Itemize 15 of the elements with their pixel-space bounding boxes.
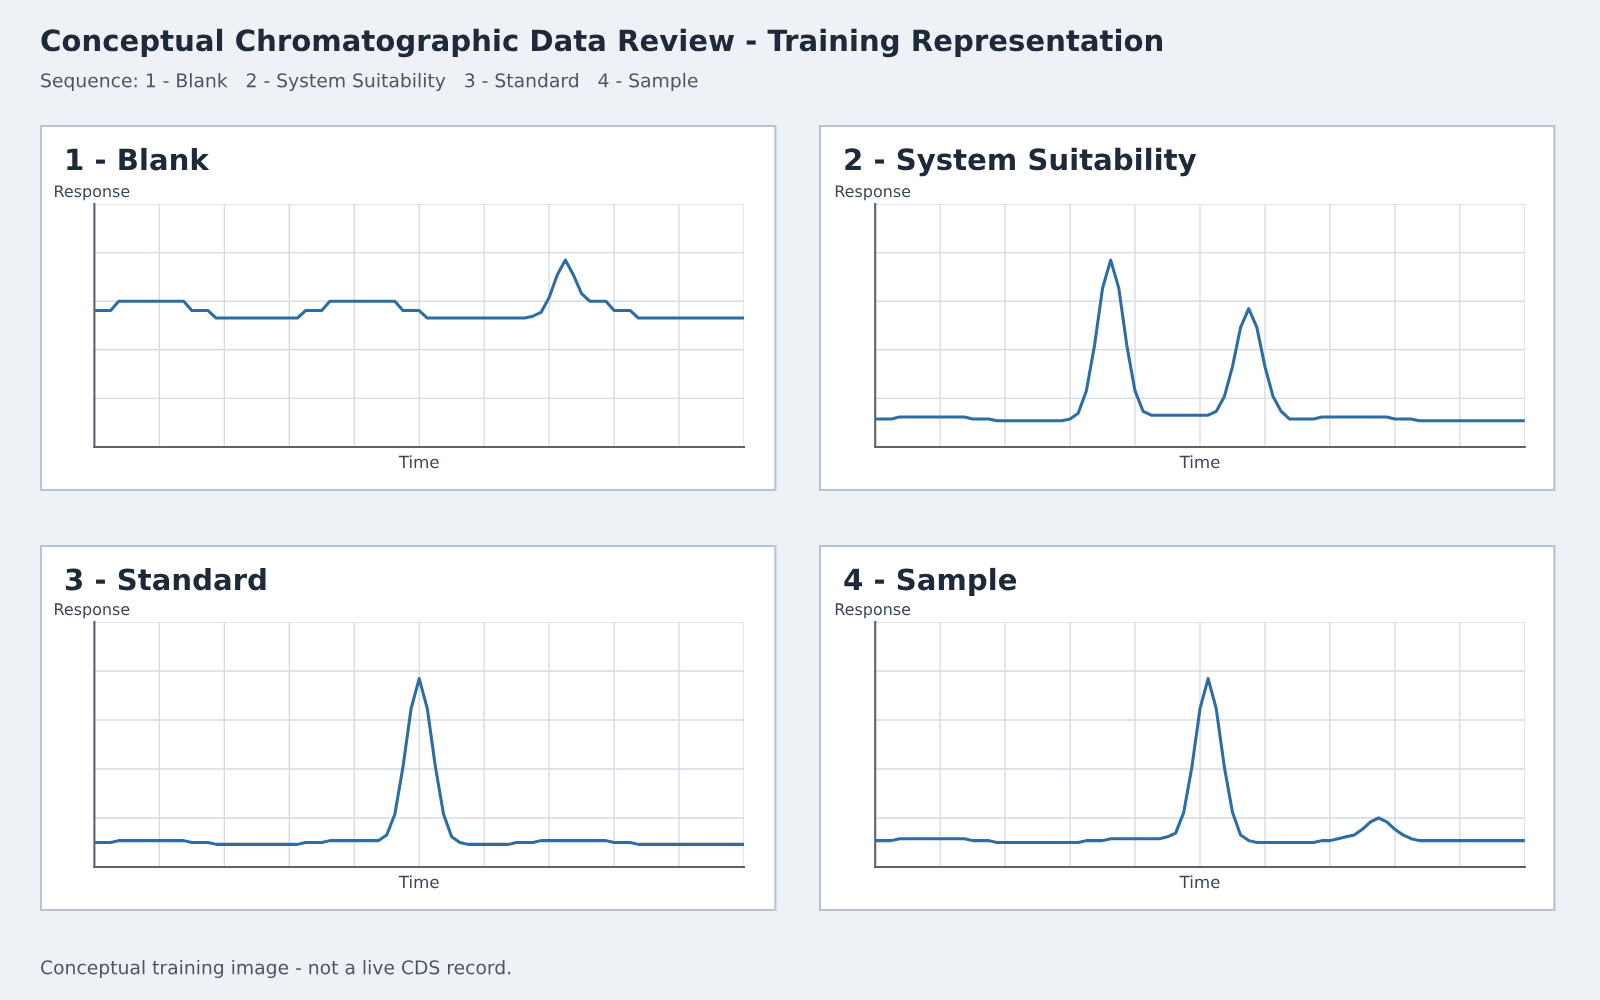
y-axis-title: Response <box>835 185 911 201</box>
text: Conceptual training image - not a live CDS record. <box>41 959 511 979</box>
chart-title: 1 - Blank <box>67 147 210 171</box>
x-axis-title: Time <box>398 875 439 889</box>
x-axis-title: Time <box>398 455 439 469</box>
y-axis-title: Response <box>55 185 130 201</box>
y-axis-title: Response <box>55 603 130 619</box>
chart-title: 3 - Standard <box>65 567 266 591</box>
chart-title: 2 - System Suitability <box>845 147 1197 177</box>
x-axis-title: Time <box>1179 875 1220 889</box>
x-axis-title: Time <box>1179 455 1220 469</box>
y-axis-title: Response <box>835 603 911 619</box>
text: Sequence: 1 - Blank 2 - System Suitability 3 - Standard 4 - Sample <box>41 72 698 92</box>
chart-title: 4 - Sample <box>844 567 1017 597</box>
text: Conceptual Chromatographic Data Review - Training Representation <box>41 28 1163 58</box>
